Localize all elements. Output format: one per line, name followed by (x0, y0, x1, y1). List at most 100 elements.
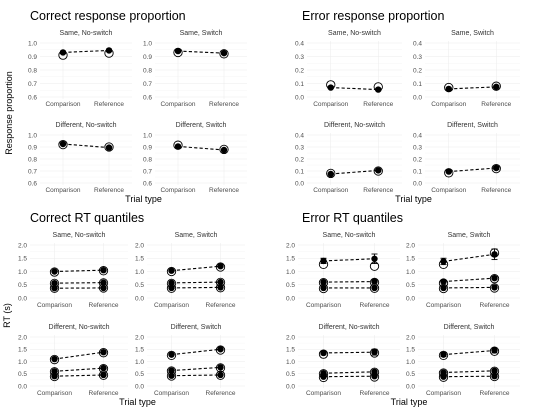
y-axis-label: Response proportion (4, 71, 14, 155)
facet-strip-label: Same, No-switch (323, 232, 376, 239)
y-tick-label: 0.3 (295, 54, 304, 61)
facet-strip-label: Different, Switch (444, 324, 495, 331)
facet-strip-label: Same, Switch (175, 232, 218, 239)
x-axis-label: Trial type (125, 194, 162, 204)
predicted-point (58, 139, 68, 150)
y-tick-label: 0.2 (413, 67, 422, 74)
y-tick-label: 1.0 (143, 132, 152, 139)
y-tick-label: 2.0 (135, 242, 144, 249)
y-tick-label: 0.1 (413, 81, 422, 88)
y-tick-label: 0.1 (295, 81, 304, 88)
y-tick-label: 0.5 (18, 282, 27, 289)
observed-point (217, 364, 224, 371)
observed-point (440, 278, 447, 285)
series-dashed-line (443, 370, 495, 374)
predicted-point (104, 142, 114, 152)
observed-point (320, 373, 327, 380)
y-tick-label: 1.0 (406, 269, 415, 276)
y-tick-label: 0.3 (413, 54, 422, 61)
series-dashed-line (171, 281, 221, 284)
y-tick-label: 1.0 (406, 359, 415, 366)
x-tick-label: Reference (360, 302, 390, 309)
y-tick-label: 0.0 (135, 295, 144, 302)
y-tick-label: 2.0 (286, 334, 295, 341)
y-tick-label: 0.0 (406, 295, 415, 302)
predicted-point (219, 49, 229, 59)
observed-point (51, 355, 58, 363)
y-tick-label: 0.5 (286, 282, 295, 289)
observed-point (174, 143, 182, 150)
observed-point (493, 83, 500, 91)
observed-point (51, 268, 58, 275)
observed-point (445, 168, 452, 175)
observed-point (320, 278, 327, 286)
predicted-point (166, 283, 177, 293)
y-tick-label: 1.5 (406, 256, 415, 263)
y-tick-label: 0.5 (406, 371, 415, 378)
predicted-point (49, 283, 60, 293)
predicted-point (215, 262, 226, 272)
y-tick-label: 2.0 (406, 334, 415, 341)
series-dashed-line (448, 167, 497, 173)
y-tick-label: 1.0 (135, 269, 144, 276)
observed-point (217, 284, 224, 291)
observed-point (375, 167, 382, 174)
y-tick-label: 0.2 (295, 67, 304, 74)
observed-point (168, 284, 175, 292)
x-tick-label: Comparison (306, 302, 341, 309)
y-tick-label: 0.7 (28, 168, 37, 175)
predicted-point (215, 370, 226, 380)
observed-point (491, 373, 498, 380)
predicted-point (438, 350, 449, 361)
series-dashed-line (323, 351, 375, 354)
y-tick-label: 0.0 (295, 180, 304, 187)
observed-point (217, 371, 224, 379)
y-tick-label: 1.5 (18, 256, 27, 263)
predicted-point (438, 372, 449, 382)
observed-point (220, 49, 228, 57)
observed-point (327, 84, 334, 91)
x-tick-label: Comparison (313, 101, 348, 108)
y-tick-label: 0.8 (143, 156, 152, 163)
x-tick-label: Comparison (154, 302, 189, 309)
y-tick-label: 0.7 (143, 168, 152, 175)
observed-point (100, 266, 107, 274)
observed-point (371, 348, 378, 356)
x-tick-label: Comparison (160, 187, 195, 194)
predicted-point (326, 168, 336, 179)
x-axis-label: Trial type (391, 397, 428, 407)
observed-point (105, 144, 113, 151)
y-tick-label: 0.9 (143, 144, 152, 151)
predicted-point (438, 283, 449, 294)
series-dashed-line (171, 265, 221, 272)
series-dashed-line (54, 374, 104, 377)
series-dashed-line (54, 351, 104, 360)
x-tick-label: Comparison (313, 187, 348, 194)
x-axis-label: Trial type (395, 194, 432, 204)
x-tick-label: Reference (363, 101, 393, 108)
predicted-point (98, 348, 109, 358)
observed-point (105, 47, 113, 54)
predicted-point (318, 283, 329, 294)
y-tick-label: 2.0 (18, 242, 27, 249)
x-tick-label: Reference (209, 187, 239, 194)
facet-strip-label: Different, Switch (447, 122, 498, 129)
x-tick-label: Comparison (160, 101, 195, 108)
observed-point (168, 267, 175, 274)
facet-strip-label: Different, No-switch (319, 324, 380, 331)
x-tick-label: Reference (481, 101, 511, 108)
series-dashed-line (177, 50, 225, 54)
series-dashed-line (54, 282, 104, 284)
x-tick-label: Reference (206, 390, 236, 397)
y-tick-label: 0.2 (295, 156, 304, 163)
y-tick-label: 0.4 (413, 132, 422, 139)
predicted-point (98, 266, 109, 276)
observed-point (59, 140, 67, 148)
observed-point (320, 349, 327, 357)
facet-strip-label: Same, No-switch (60, 30, 113, 37)
facet-strip-label: Different, No-switch (324, 122, 385, 129)
observed-point (327, 170, 334, 178)
series-dashed-line (443, 277, 495, 283)
y-tick-label: 0.0 (413, 94, 422, 101)
y-tick-label: 0.0 (406, 383, 415, 390)
